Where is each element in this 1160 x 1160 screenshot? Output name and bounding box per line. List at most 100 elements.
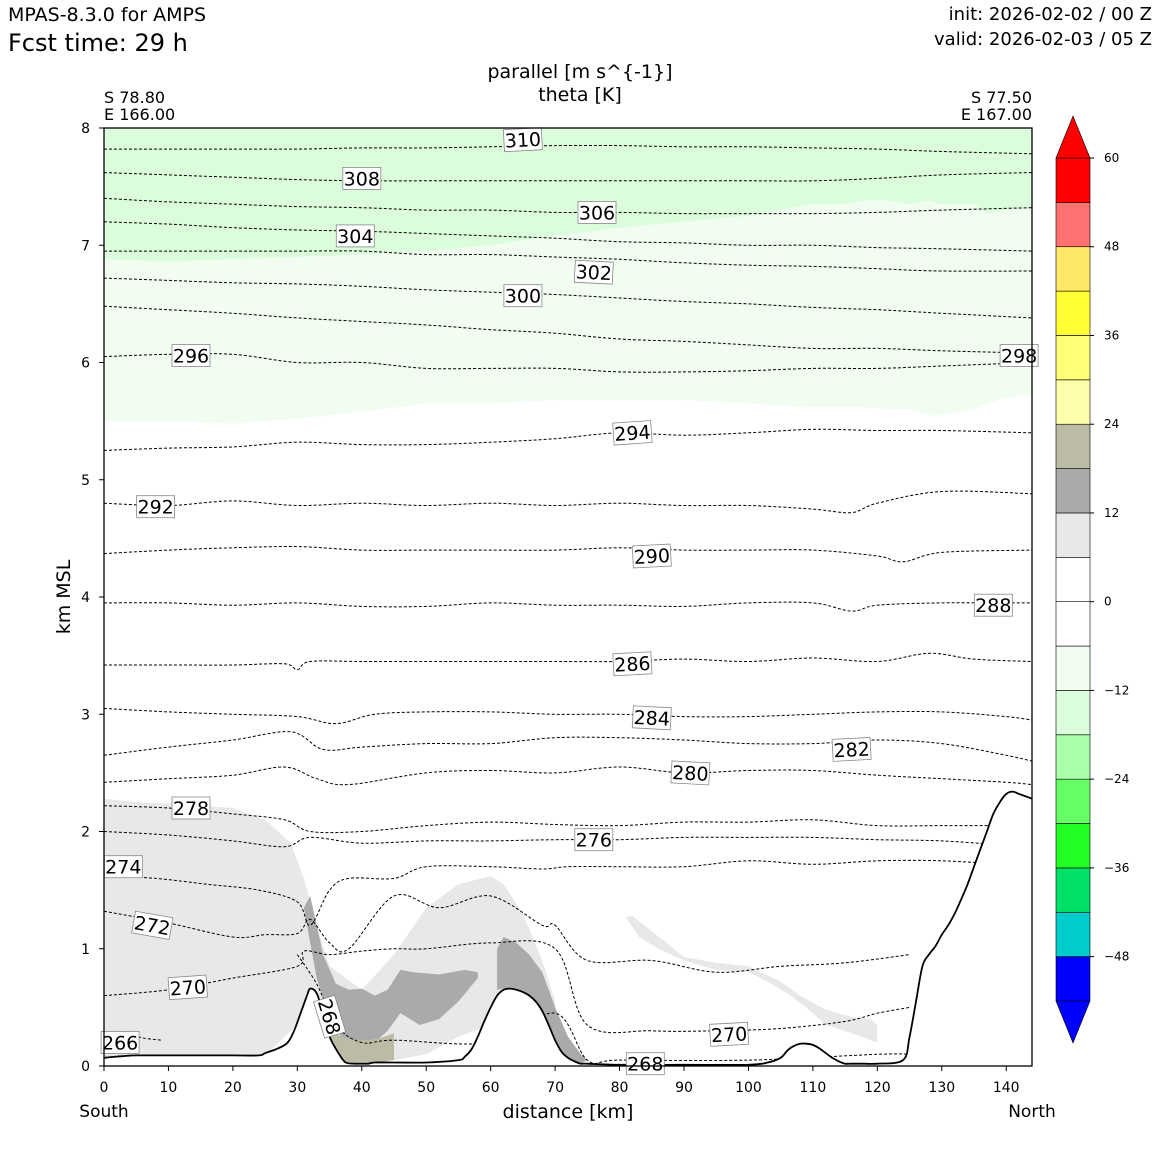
theta-contour-282 (104, 731, 1032, 762)
x-tick-label: 70 (546, 1080, 564, 1096)
contour-label-text: 276 (576, 830, 612, 852)
contour-label-274: 274 (103, 855, 143, 879)
contour-label-text: 304 (337, 226, 373, 248)
theta-contour-274 (104, 859, 1032, 926)
theta-contour-288 (104, 601, 1032, 612)
contour-label-text: 268 (627, 1054, 663, 1076)
contour-label-text: 310 (504, 129, 541, 153)
contour-label-288: 288 (973, 593, 1013, 617)
contour-label-280: 280 (670, 760, 711, 786)
y-tick-label: 4 (81, 590, 90, 606)
y-tick-label: 0 (81, 1059, 90, 1075)
x-tick-label: 90 (675, 1080, 693, 1096)
contour-label-286: 286 (612, 651, 653, 677)
colorbar-segment (1055, 601, 1091, 647)
forecast-time: Fcst time: 29 h (8, 29, 188, 57)
y-tick-label: 5 (81, 473, 90, 489)
chart-subtitle: theta [K] (538, 84, 622, 106)
colorbar-segment (1055, 335, 1091, 381)
right-endpoint-lon: E 167.00 (961, 105, 1032, 124)
contour-label-text: 308 (344, 168, 380, 190)
theta-contour-304 (104, 221, 1032, 252)
theta-contour-290 (104, 546, 1032, 563)
theta-contour-280 (104, 766, 1032, 786)
contour-label-308: 308 (342, 166, 382, 190)
terrain-fill (104, 791, 1032, 1066)
contour-label-text: 266 (102, 1033, 138, 1055)
contour-label-text: 284 (633, 707, 670, 731)
y-tick-label: 7 (81, 238, 90, 254)
theta-contour-296 (104, 353, 1032, 373)
x-tick-label: 60 (482, 1080, 500, 1096)
contour-label-276: 276 (574, 828, 614, 852)
theta-contour-294 (104, 428, 1032, 451)
colorbar: 60 48 36 24 12 0 −12 −24 −36 −48 (1055, 115, 1129, 1044)
left-endpoint-lat: S 78.80 (104, 88, 165, 107)
theta-contours (104, 144, 1032, 1065)
contour-label-text: 280 (672, 762, 709, 786)
x-tick-label: 100 (735, 1080, 762, 1096)
shading-gray-dark-left (303, 896, 478, 1049)
contour-label-294: 294 (612, 420, 653, 446)
contour-label-text: 282 (833, 738, 870, 762)
colorbar-segment (1055, 911, 1091, 957)
plot-area (104, 128, 1032, 1066)
colorbar-segment (1055, 778, 1091, 824)
contour-label-300: 300 (503, 284, 543, 308)
wind-shading (104, 128, 1032, 1064)
theta-contour-270 (104, 940, 910, 1034)
colorbar-tick-label: −48 (1104, 950, 1129, 964)
colorbar-segment (1055, 690, 1091, 736)
y-tick-label: 6 (81, 356, 90, 372)
theta-contour-300 (104, 277, 1032, 319)
contour-label-text: 286 (614, 653, 651, 677)
y-tick-label: 8 (81, 121, 90, 137)
contour-label-278: 278 (171, 796, 211, 820)
theta-contour-266 (104, 1031, 163, 1041)
colorbar-tick-label: −12 (1104, 683, 1129, 697)
colorbar-over-arrow (1055, 115, 1091, 159)
contour-label-text: 288 (975, 595, 1011, 617)
contour-label-text: 294 (614, 422, 652, 446)
contour-label-text: 274 (105, 857, 141, 879)
colorbar-segment (1055, 157, 1091, 203)
contour-label-284: 284 (631, 705, 672, 731)
init-time: init: 2026-02-02 / 00 Z (948, 4, 1152, 25)
contour-label-298: 298 (999, 344, 1039, 368)
x-tick-label: 140 (993, 1080, 1020, 1096)
contour-label-304: 304 (335, 224, 375, 248)
contour-labels: 310 308 306 304 302 300 296 298 294 292 290 288 286 2… (100, 127, 1039, 1076)
colorbar-tick-label: 36 (1104, 328, 1119, 342)
colorbar-segment (1055, 867, 1091, 913)
contour-label-268: 268 (625, 1052, 665, 1076)
contour-label-302: 302 (573, 259, 614, 285)
colorbar-segment (1055, 734, 1091, 780)
contour-label-text: 292 (137, 497, 173, 519)
x-tick-label: 0 (100, 1080, 109, 1096)
model-title: MPAS-8.3.0 for AMPS (8, 4, 207, 26)
colorbar-segment (1055, 379, 1091, 425)
x-tick-label: 50 (417, 1080, 435, 1096)
x-axis: 0 10 20 30 40 50 60 70 80 90 100 110 120 130 140 (100, 1066, 1020, 1096)
y-axis: 0 1 2 3 4 5 6 7 8 (81, 121, 104, 1075)
x-tick-label: 130 (928, 1080, 955, 1096)
colorbar-segment (1055, 468, 1091, 514)
shading-gray-light-right (626, 915, 878, 1043)
contour-label-266: 266 (100, 1031, 140, 1055)
x-axis-label: distance [km] (503, 1101, 634, 1123)
theta-contour-292 (104, 490, 1032, 514)
theta-contour-306 (104, 197, 1032, 215)
colorbar-segment (1055, 423, 1091, 469)
contour-label-text: 300 (505, 286, 541, 308)
colorbar-tick-label: −36 (1104, 861, 1129, 875)
theta-contour-278 (104, 805, 1032, 834)
contour-label-270: 270 (167, 974, 208, 1001)
y-tick-label: 3 (81, 707, 90, 723)
colorbar-segment (1055, 512, 1091, 558)
colorbar-tick-label: 12 (1104, 506, 1119, 520)
y-tick-label: 2 (81, 825, 90, 841)
x-tick-label: 120 (864, 1080, 891, 1096)
shading-green-band-lower (104, 200, 1032, 424)
theta-contour-298 (104, 305, 1032, 354)
x-tick-label: 30 (288, 1080, 306, 1096)
